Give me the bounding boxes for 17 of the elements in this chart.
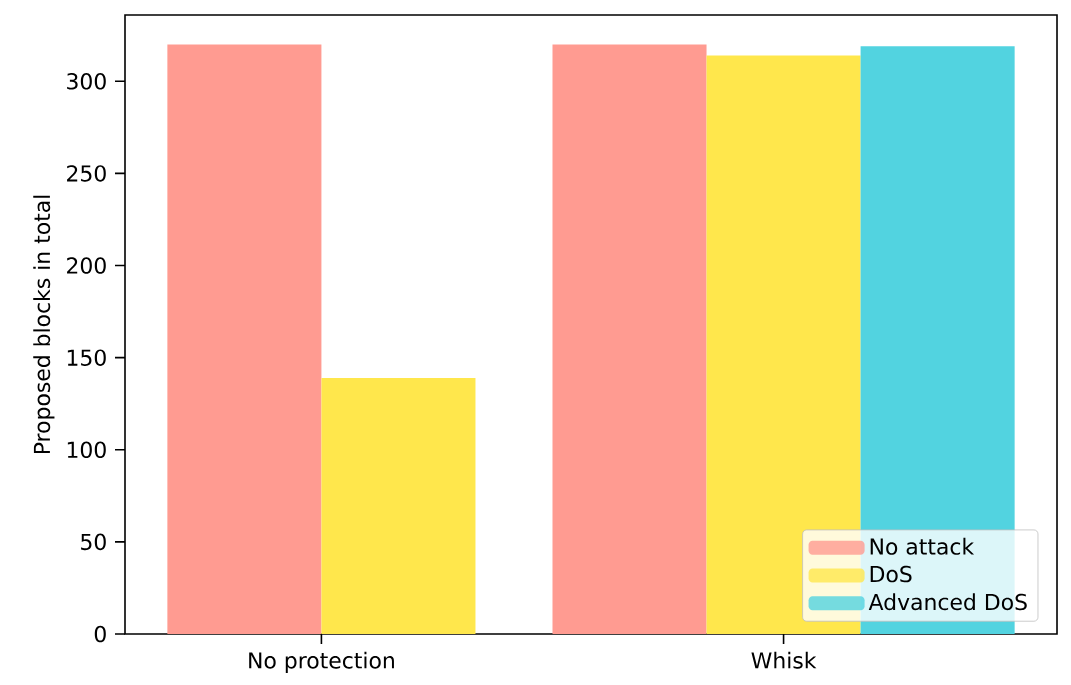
- y-axis-title: Proposed blocks in total: [33, 195, 55, 454]
- y-tick-label: 100: [67, 441, 106, 459]
- y-tick-label: 300: [67, 73, 106, 90]
- x-tick-label: No protection: [249, 651, 394, 673]
- y-tick-label: 0: [94, 625, 106, 643]
- legend-label: Advanced DoS: [868, 593, 1027, 611]
- y-tick-label: 150: [67, 349, 106, 366]
- bar: [321, 377, 476, 634]
- y-tick-label: 200: [67, 257, 106, 274]
- y-tick-label: 50: [81, 533, 106, 551]
- x-tick-label: Whisk: [751, 651, 817, 669]
- legend-label: No attack: [870, 537, 975, 555]
- bar: [167, 44, 322, 634]
- y-tick-label: 250: [67, 165, 106, 182]
- bar: [706, 55, 861, 634]
- bar: [552, 44, 707, 634]
- legend-label: DoS: [870, 565, 912, 583]
